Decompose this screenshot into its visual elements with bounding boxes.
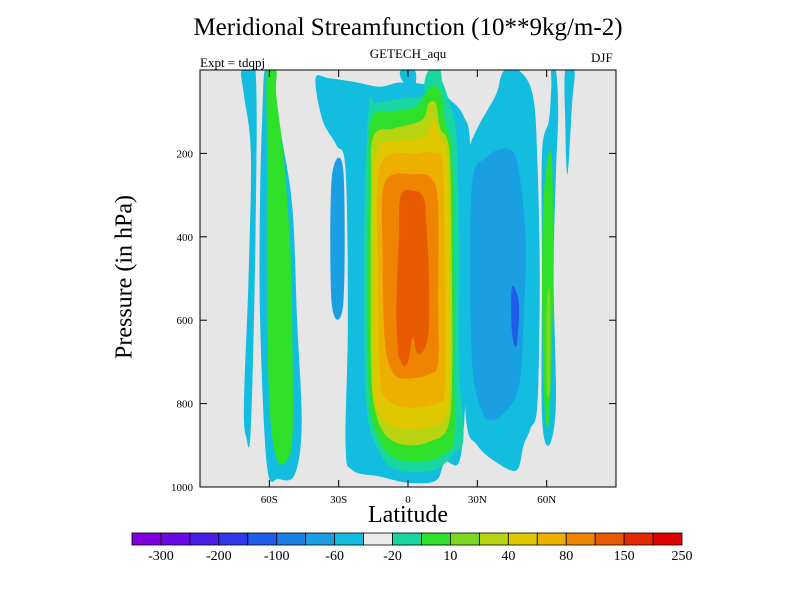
colorbar-label: 40	[501, 549, 515, 564]
plot-area	[200, 70, 616, 487]
colorbar-label: 80	[559, 549, 573, 564]
colorbar-box	[623, 532, 654, 546]
colorbar-label: -20	[383, 549, 402, 564]
colorbar-box	[131, 532, 162, 546]
colorbar-box	[594, 532, 625, 546]
contour-hadley-250-lobe	[397, 334, 407, 361]
colorbar: -300 -200 -100 -60 -20 10 40 80 150 250	[131, 532, 693, 564]
colorbar-box	[334, 532, 364, 546]
colorbar-label: 250	[672, 549, 693, 564]
x-tick-label: 30S	[330, 494, 347, 506]
colorbar-box	[363, 532, 393, 546]
colorbar-label: 10	[443, 549, 457, 564]
y-tick-label: 400	[177, 232, 194, 244]
colorbar-box	[507, 532, 538, 546]
y-tick-label: 200	[177, 148, 194, 160]
contour-nh-upper-cell	[399, 70, 417, 89]
colorbar-box	[450, 532, 480, 546]
contour-nh-polar-inner	[546, 287, 551, 398]
colorbar-box	[421, 532, 451, 546]
x-tick-label: 60S	[261, 494, 278, 506]
colorbar-box	[276, 532, 307, 546]
colorbar-box	[565, 532, 596, 546]
colorbar-box	[247, 532, 278, 546]
axes: 200 400 600 800 1000 60S 30S 0 30N 60N	[171, 69, 617, 506]
x-tick-label: 0	[405, 494, 411, 506]
y-axis-title: Pressure (in hPa)	[111, 195, 138, 359]
x-tick-label: 30N	[468, 494, 487, 506]
colorbar-box	[478, 532, 509, 546]
y-tick-label: 1000	[171, 482, 194, 494]
chart-title: Meridional Streamfunction (10**9kg/m-2)	[193, 14, 623, 41]
contour-sh-ferrel-core	[266, 70, 294, 465]
colorbar-box	[652, 532, 683, 546]
experiment-label: Expt = tdqpj	[200, 55, 266, 70]
contour-nh-polar-core	[542, 150, 554, 428]
colorbar-box	[536, 532, 567, 546]
x-tick-label: 60N	[537, 494, 556, 506]
y-tick-label: 600	[177, 315, 194, 327]
colorbar-box	[218, 532, 249, 546]
colorbar-box	[189, 532, 220, 546]
colorbar-label: -300	[148, 549, 174, 564]
colorbar-box	[160, 532, 191, 546]
contour-sh-outer-cell	[240, 70, 257, 448]
contour-nh-top-cell	[564, 70, 575, 175]
colorbar-box	[392, 532, 422, 546]
contour-sh-hadley-shade	[330, 157, 345, 320]
contour-nh-ferrel-inner	[470, 148, 526, 421]
colorbar-label: -60	[325, 549, 344, 564]
colorbar-label: -100	[264, 549, 290, 564]
contour-nh-ferrel-core	[511, 285, 520, 347]
y-tick-label: 800	[177, 399, 194, 411]
chart-subtitle: GETECH_aqu	[369, 46, 447, 61]
colorbar-box	[305, 532, 336, 546]
colorbar-label: 150	[614, 549, 635, 564]
x-axis-title: Latitude	[368, 502, 448, 528]
colorbar-label: -200	[206, 549, 232, 564]
contour-hadley-250	[396, 189, 430, 367]
season-label: DJF	[591, 50, 613, 65]
